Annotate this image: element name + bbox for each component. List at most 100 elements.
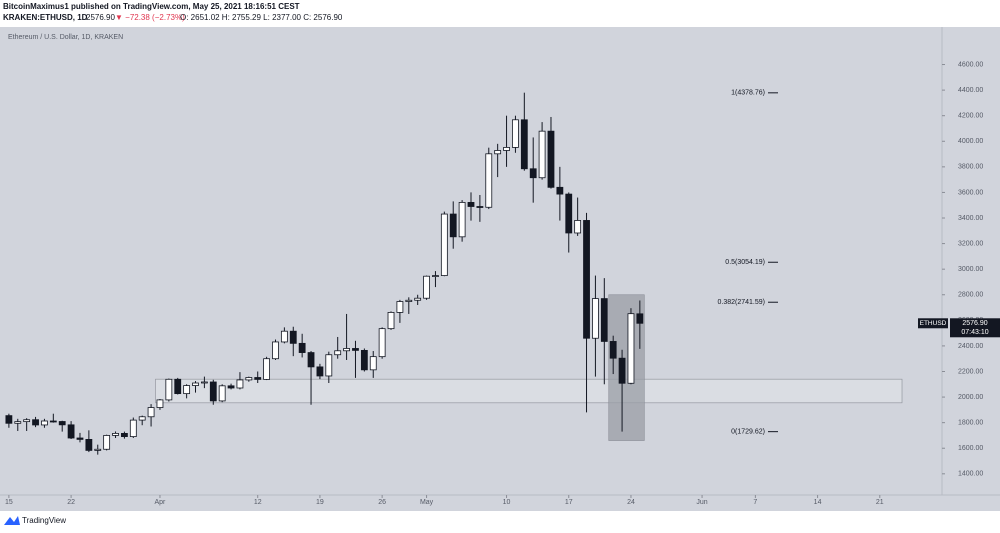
candle-body [432, 275, 439, 277]
x-tick-label: 7 [753, 499, 757, 506]
y-tick-label: 2800.00 [958, 292, 983, 299]
x-tick-label: 22 [67, 499, 75, 506]
y-tick-label: 4400.00 [958, 87, 983, 94]
y-tick-label: 1600.00 [958, 445, 983, 452]
candle-body [156, 399, 164, 408]
price: 2576.90 [86, 13, 115, 22]
y-tick-label: 1800.00 [958, 419, 983, 426]
y-tick-label: 4600.00 [958, 61, 983, 68]
candle-body [547, 130, 555, 188]
candle-body [369, 356, 377, 371]
x-tick-label: Jun [696, 499, 707, 506]
x-tick-label: 24 [627, 499, 635, 506]
candle-body [583, 220, 590, 339]
x-tick-label: 15 [5, 499, 13, 506]
candle-body [147, 407, 155, 418]
candle-body [485, 153, 493, 208]
y-tick-label: 3000.00 [958, 266, 983, 273]
candle-body [529, 168, 537, 179]
logo [4, 516, 20, 525]
candle-body [476, 206, 484, 208]
candle-body [565, 193, 573, 234]
candle-body [245, 377, 253, 381]
candle-body [227, 385, 235, 389]
fib-label: 1(4378.76) [731, 90, 765, 97]
candle-body [414, 297, 422, 301]
y-tick-label: 1400.00 [958, 471, 983, 478]
brand: TradingView [22, 516, 66, 525]
candle-body [458, 202, 466, 238]
candle-body [183, 385, 191, 395]
candle-body [520, 119, 528, 170]
candle-body [574, 220, 582, 234]
candle-body [556, 186, 564, 195]
y-tick-label: 3200.00 [958, 240, 983, 247]
candle-body [58, 421, 66, 426]
candle-body [14, 421, 22, 424]
ohlc: O: 2651.02 H: 2755.29 L: 2377.00 C: 2576… [180, 13, 343, 22]
candle-body [449, 213, 457, 238]
candle-body [263, 358, 271, 380]
candle-body [236, 379, 244, 389]
candle-body [494, 150, 502, 155]
x-tick-label: 21 [876, 499, 884, 506]
fib-label: 0.382(2741.59) [718, 299, 765, 306]
pane-title: Ethereum / U.S. Dollar, 1D, KRAKEN [8, 34, 123, 41]
candle-body [352, 348, 359, 351]
candle-body [405, 299, 413, 302]
y-tick-label: 4000.00 [958, 138, 983, 145]
price-tag-label: 2576.90 [962, 320, 987, 327]
candle-body [298, 342, 306, 353]
candle-body [636, 313, 644, 324]
candle-body [5, 415, 13, 424]
candle-body [592, 298, 599, 339]
x-tick-label: 14 [814, 499, 822, 506]
candle-body [209, 381, 217, 402]
candle-body [423, 275, 430, 299]
candle-body [360, 349, 368, 371]
candle-body [94, 448, 102, 451]
y-tick-label: 2000.00 [958, 394, 983, 401]
y-tick-label: 2200.00 [958, 368, 983, 375]
x-tick-label: 17 [565, 499, 573, 506]
symbol: KRAKEN:ETHUSD, 1D [3, 13, 88, 22]
publisher: BitcoinMaximus1 published on TradingView… [3, 2, 300, 11]
candle-body [41, 420, 48, 426]
candle-body [85, 439, 93, 451]
candle-body [396, 301, 404, 313]
candle-body [334, 350, 342, 356]
candle-body [32, 419, 39, 426]
candle-body [218, 385, 226, 402]
price-tag-box [950, 318, 1000, 338]
candle-body [103, 435, 111, 450]
candle-body [307, 352, 315, 368]
candle-body [67, 424, 75, 439]
candle-body [254, 377, 262, 380]
candle-body [467, 202, 475, 207]
candle-body [512, 119, 519, 148]
candle-body [618, 357, 626, 384]
candle-body [387, 312, 395, 330]
chart-background [0, 27, 1000, 511]
change: ▼ −72.38 (−2.73%) [115, 13, 185, 22]
candle-body [272, 341, 279, 360]
candle-body [600, 298, 608, 342]
candle-body [627, 313, 635, 384]
y-tick-label: 2400.00 [958, 343, 983, 350]
candle-body [129, 419, 137, 437]
candle-body [76, 437, 84, 440]
price-tag-countdown: 07:43:10 [961, 329, 988, 336]
candle-body [23, 419, 31, 423]
candle-body [609, 341, 617, 359]
x-tick-label: 26 [378, 499, 386, 506]
y-tick-label: 3400.00 [958, 215, 983, 222]
candle-body [325, 354, 333, 377]
candle-body [121, 432, 128, 437]
candle-body [112, 432, 119, 436]
y-tick-label: 3600.00 [958, 189, 983, 196]
candle-body [49, 420, 57, 423]
fib-label: 0.5(3054.19) [725, 259, 765, 266]
y-tick-label: 4200.00 [958, 113, 983, 120]
candle-body [200, 381, 208, 384]
price-tag-name-box [918, 318, 948, 329]
